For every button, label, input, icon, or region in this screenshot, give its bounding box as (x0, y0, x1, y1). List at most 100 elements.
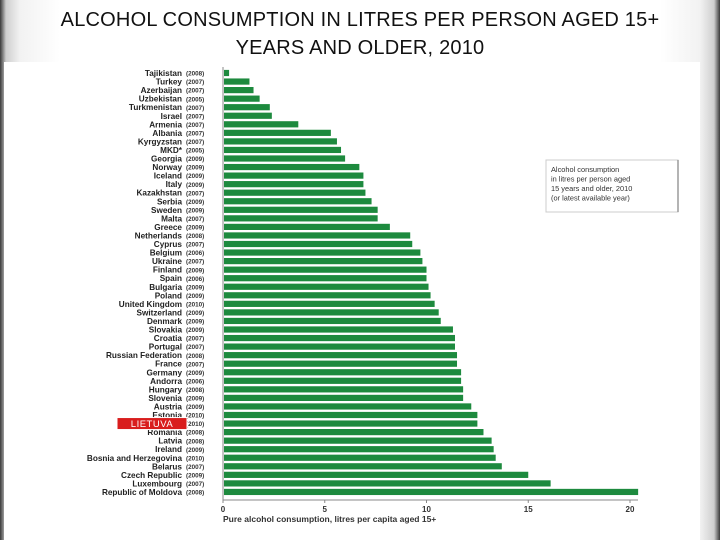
label-bulgaria: Bulgaria (149, 283, 182, 292)
title-line-1: ALCOHOL CONSUMPTION IN LITRES PER PERSON… (60, 9, 660, 31)
bar-turkmenistan (224, 104, 270, 111)
year-finland: (2009) (186, 267, 204, 274)
highlight-label: LIETUVA (131, 419, 174, 430)
label-estonia: Estonia (152, 411, 182, 420)
highlight-box (116, 417, 188, 431)
bar-kyrgyzstan (224, 138, 337, 145)
bars-group (224, 69, 639, 496)
bar-estonia (224, 411, 478, 419)
bar-germany (224, 369, 462, 376)
bar-andorra (224, 377, 462, 384)
title-line-2: YEARS AND OLDER, 2010 (235, 37, 485, 59)
year-serbia: (2009) (186, 199, 204, 206)
year-latvia: (2008) (186, 438, 204, 445)
bar-czech-republic (224, 471, 529, 478)
bar-norway (224, 163, 360, 171)
label-switzerland: Switzerland (137, 308, 183, 317)
legend-frame (545, 159, 679, 213)
x-tick-label-10: 10 (422, 505, 431, 514)
x-tick-label-5: 5 (323, 505, 328, 514)
x-tick-label-0: 0 (221, 505, 226, 514)
year-denmark: (2009) (186, 319, 204, 326)
label-tajikistan: Tajikistan (145, 69, 182, 78)
label-germany: Germany (147, 368, 183, 377)
bar-united-kingdom (224, 300, 435, 307)
label-turkey: Turkey (156, 78, 183, 87)
bar-belarus (224, 463, 502, 470)
label-croatia: Croatia (154, 334, 183, 343)
year-kazakhstan: (2007) (186, 190, 204, 197)
bar-slovakia (224, 326, 453, 333)
label-sweden: Sweden (151, 206, 182, 215)
year-andorra: (2006) (186, 378, 204, 385)
label-netherlands: Netherlands (135, 231, 183, 240)
year-uzbekistan: (2005) (186, 96, 204, 103)
bar-portugal (224, 343, 455, 350)
label-romania: Romania (147, 428, 182, 437)
year-romania: (2008) (186, 430, 204, 437)
bar-uzbekistan (224, 95, 260, 102)
bar-croatia (224, 334, 455, 342)
x-axis-title: Pure alcohol consumption, litres per cap… (223, 514, 436, 524)
bar-france (224, 360, 458, 367)
label-mkd: MKD* (160, 146, 183, 155)
bar-malta (224, 215, 378, 222)
bar-mkd (224, 146, 342, 154)
bar-romania (224, 429, 484, 436)
year-spain: (2006) (186, 276, 204, 283)
bar-slovenia (224, 394, 464, 401)
label-hungary: Hungary (149, 385, 183, 394)
year-croatia: (2007) (186, 336, 204, 343)
year-united-kingdom: (2010) (186, 301, 204, 308)
legend-line-3: 15 years and older, 2010 (551, 184, 632, 193)
bar-albania (224, 129, 331, 136)
label-armenia: Armenia (149, 120, 182, 129)
year-sweden: (2009) (186, 207, 204, 214)
year-germany: (2009) (186, 370, 204, 377)
year-netherlands: (2008) (186, 233, 204, 240)
year-mkd: (2005) (186, 148, 204, 155)
year-estonia: (2010) (186, 413, 204, 420)
label-spain: Spain (160, 274, 182, 283)
bar-ukraine (224, 258, 423, 265)
bar-latvia (224, 437, 492, 444)
bar-hungary (224, 386, 464, 393)
label-malta: Malta (161, 214, 182, 223)
label-turkmenistan: Turkmenistan (129, 103, 182, 112)
year-poland: (2009) (186, 293, 204, 300)
bar-russian-federation (224, 352, 458, 359)
label-finland: Finland (153, 266, 182, 275)
category-labels-group: Tajikistan (2008)Turkey (2007)Azerbaijan (2… (87, 69, 204, 497)
year-belarus: (2007) (186, 464, 204, 471)
label-italy: Italy (166, 180, 183, 189)
label-austria: Austria (154, 402, 183, 411)
label-belgium: Belgium (150, 249, 182, 258)
year-norway: (2009) (186, 165, 204, 172)
year-luxembourg: (2007) (186, 481, 204, 488)
year-czech-republic: (2009) (186, 472, 204, 479)
label-denmark: Denmark (147, 317, 182, 326)
year-cyprus: (2007) (186, 242, 204, 249)
year-armenia: (2007) (186, 122, 204, 129)
label-norway: Norway (152, 163, 182, 172)
year-israel: (2007) (186, 113, 204, 120)
legend-line-2: in litres per person aged (551, 175, 630, 184)
year-tajikistan: (2008) (186, 71, 204, 78)
label-georgia: Georgia (151, 155, 182, 164)
bar-luxembourg (224, 480, 551, 487)
year-hungary: (2008) (186, 387, 204, 394)
bar-republic-of-moldova (224, 488, 639, 496)
label-cyprus: Cyprus (154, 240, 183, 249)
label-kyrgyzstan: Kyrgyzstan (138, 137, 182, 146)
bar-switzerland (224, 309, 439, 316)
year-portugal: (2007) (186, 344, 204, 351)
bar-poland (224, 292, 431, 299)
year-greece: (2009) (186, 225, 204, 232)
year-austria: (2009) (186, 404, 204, 411)
year-slovenia: (2009) (186, 396, 204, 403)
year-republic-of-moldova: (2008) (186, 490, 204, 497)
bar-tajikistan (224, 69, 230, 77)
label-azerbaijan: Azerbaijan (141, 86, 182, 95)
